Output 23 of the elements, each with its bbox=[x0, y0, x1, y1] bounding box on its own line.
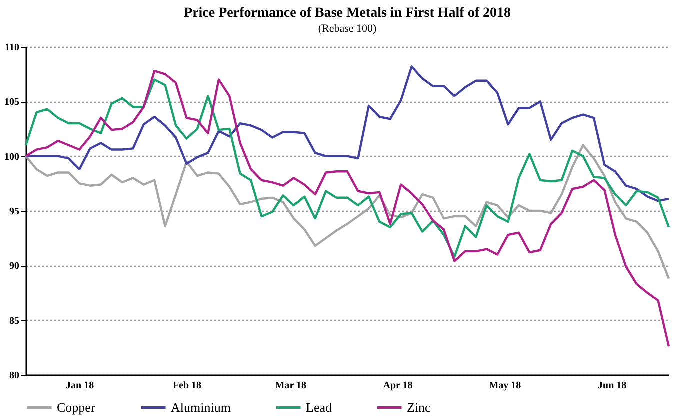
y-tick-label: 100 bbox=[4, 152, 20, 163]
legend-label: Lead bbox=[306, 400, 332, 415]
x-tick-label: Jan 18 bbox=[66, 380, 94, 392]
x-tick-label: Feb 18 bbox=[172, 380, 202, 392]
chart-subtitle: (Rebase 100) bbox=[318, 23, 378, 35]
legend-label: Copper bbox=[57, 400, 96, 415]
y-tick-label: 105 bbox=[4, 97, 20, 108]
y-tick-label: 85 bbox=[10, 316, 20, 327]
line-series bbox=[24, 78, 670, 258]
chart-title: Price Performance of Base Metals in First Half of 2018 bbox=[184, 6, 511, 21]
line-series bbox=[24, 144, 670, 280]
y-tick-label: 80 bbox=[10, 370, 20, 382]
legend-label: Aluminium bbox=[171, 400, 231, 415]
legend-label: Zinc bbox=[407, 400, 432, 415]
y-tick-label: 110 bbox=[5, 42, 20, 54]
y-tick-label: 95 bbox=[10, 206, 20, 218]
x-tick-label: Mar 18 bbox=[275, 380, 306, 392]
y-tick-label: 90 bbox=[10, 261, 20, 272]
x-tick-label: Apr 18 bbox=[383, 380, 413, 392]
line-series bbox=[24, 70, 670, 348]
line-series bbox=[24, 66, 670, 202]
x-tick-label: May 18 bbox=[489, 380, 522, 392]
x-tick-label: Jun 18 bbox=[598, 380, 627, 392]
